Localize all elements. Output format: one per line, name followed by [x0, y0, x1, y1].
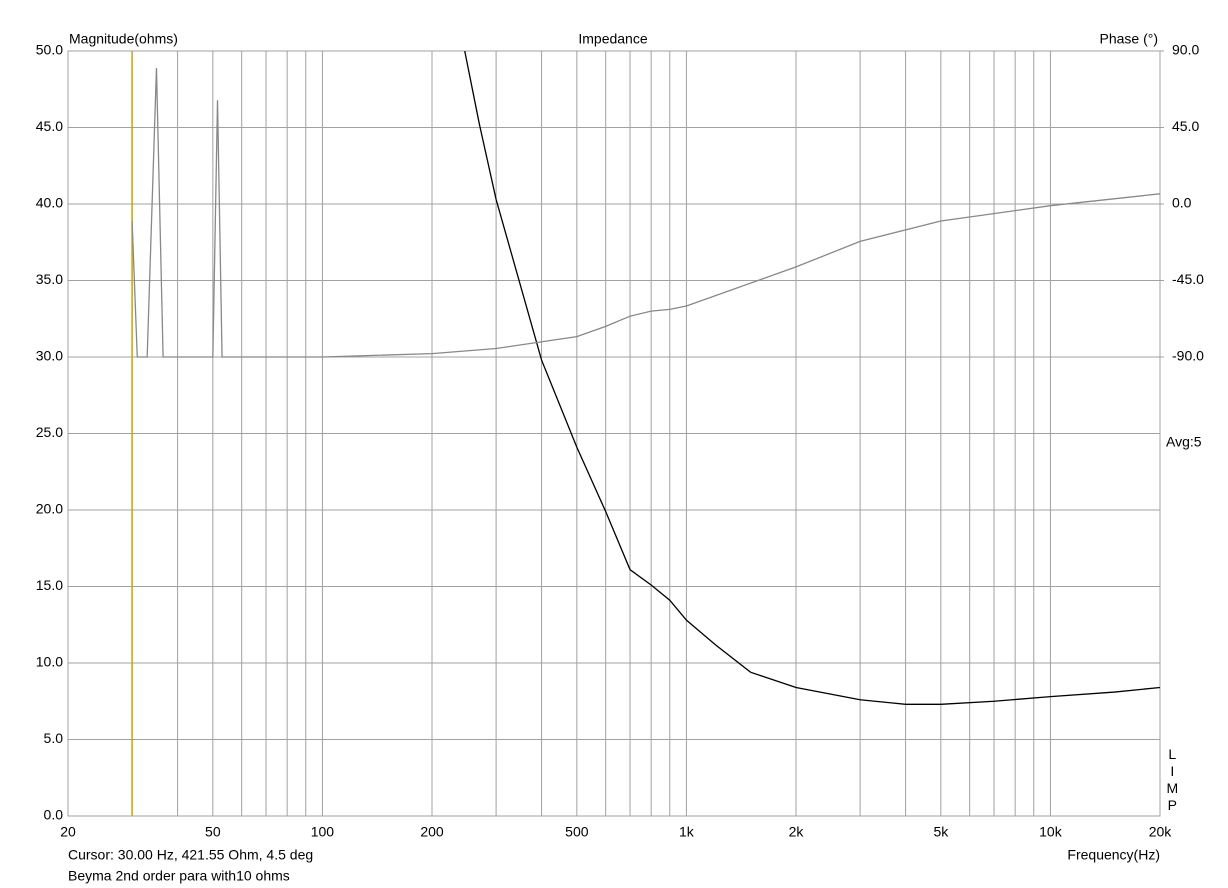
x-axis-title: Frequency(Hz) [1067, 847, 1160, 863]
x-tick-label: 5k [933, 824, 949, 840]
y-tick-label: 15.0 [36, 577, 63, 593]
avg-note: Avg:5 [1166, 434, 1202, 450]
y-axis-title: Magnitude(ohms) [69, 31, 178, 47]
chart-title: Impedance [578, 31, 647, 47]
y-tick-label: 10.0 [36, 654, 63, 670]
series-line [464, 51, 1160, 705]
x-tick-label: 1k [679, 824, 695, 840]
y2-tick-label: -90.0 [1172, 348, 1204, 364]
x-tick-label: 2k [789, 824, 805, 840]
y2-tick-label: -45.0 [1172, 271, 1204, 287]
series-line [131, 67, 1160, 358]
y-tick-label: 0.0 [44, 807, 64, 823]
x-tick-label: 10k [1039, 824, 1063, 840]
y2-tick-label: 45.0 [1172, 118, 1199, 134]
y-tick-label: 20.0 [36, 501, 63, 517]
x-tick-label: 200 [420, 824, 444, 840]
y-tick-label: 30.0 [36, 348, 63, 364]
y-tick-label: 45.0 [36, 118, 63, 134]
brand: LIMP [1164, 746, 1180, 814]
y-tick-label: 25.0 [36, 424, 63, 440]
y2-tick-label: 90.0 [1172, 42, 1199, 58]
x-tick-label: 500 [565, 824, 589, 840]
cursor-readout: Cursor: 30.00 Hz, 421.55 Ohm, 4.5 deg [68, 847, 313, 863]
y2-axis-title: Phase (°) [1099, 31, 1158, 47]
x-tick-label: 20k [1149, 824, 1173, 840]
y-tick-label: 5.0 [44, 730, 64, 746]
x-tick-label: 50 [205, 824, 221, 840]
y-tick-label: 40.0 [36, 195, 63, 211]
y2-tick-label: 0.0 [1172, 195, 1192, 211]
file-name: Beyma 2nd order para with10 ohms [68, 868, 290, 884]
y-tick-label: 50.0 [36, 42, 63, 58]
x-tick-label: 100 [311, 824, 335, 840]
x-tick-label: 20 [60, 824, 76, 840]
y-tick-label: 35.0 [36, 271, 63, 287]
